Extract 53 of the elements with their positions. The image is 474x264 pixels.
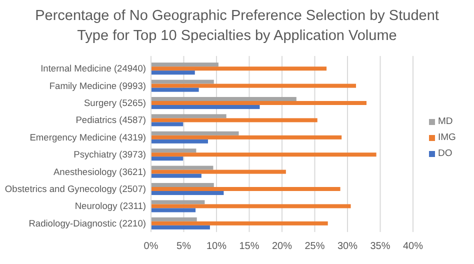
bar (151, 84, 356, 88)
bar (151, 62, 218, 67)
x-tick-label: 25% (304, 241, 325, 252)
bar (151, 80, 214, 84)
y-tick-label: Pediatrics (4587) (76, 115, 146, 126)
bar (151, 170, 286, 174)
y-tick-label: Obstetrics and Gynecology (2507) (4, 184, 146, 194)
bar (151, 148, 196, 153)
chart-title: Percentage of No Geographic Preference Selection by Student Type for Top 10 Specialties by Application Volume (35, 8, 439, 44)
bar (151, 166, 214, 170)
legend-label: IMG (438, 132, 456, 143)
bar (151, 174, 202, 178)
y-tick-label: Surgery (5265) (84, 98, 146, 108)
bar (151, 114, 226, 118)
y-tick-label: Anesthesiology (3621) (53, 166, 146, 177)
x-tick-label: 20% (272, 241, 292, 252)
legend-label: MD (438, 116, 453, 127)
bar (151, 182, 214, 187)
y-tick-label: Emergency Medicine (4319) (30, 132, 146, 142)
bar (151, 122, 184, 126)
bar (151, 217, 197, 222)
x-tick-label: 30% (337, 241, 358, 252)
bar (151, 100, 366, 106)
bar (151, 105, 260, 110)
bar (151, 221, 328, 226)
x-tick-label: 15% (239, 241, 260, 252)
bar (151, 96, 296, 101)
y-tick-label: Radiology-Diagnostic (2210) (28, 218, 146, 228)
bar (151, 88, 199, 92)
x-tick-label: 0% (144, 241, 158, 252)
bar (151, 139, 208, 144)
bar (151, 135, 342, 140)
bar (151, 156, 184, 161)
x-tick-label: 35% (370, 241, 390, 252)
y-tick-label: Psychiatry (3973) (74, 150, 146, 160)
bar (151, 66, 327, 71)
legend-label: DO (438, 148, 452, 159)
y-tick-label: Internal Medicine (24940) (40, 64, 146, 74)
x-tick-label: 40% (402, 241, 424, 252)
y-tick-label: Family Medicine (9993) (49, 80, 146, 91)
bar (151, 191, 224, 196)
x-tick-label: 10% (206, 241, 227, 252)
bar (151, 186, 340, 192)
bar (151, 204, 351, 208)
bar (151, 225, 210, 230)
bar (151, 208, 196, 212)
y-tick-label: Neurology (2311) (74, 201, 146, 212)
bar (151, 131, 239, 136)
x-tick-label: 5% (176, 241, 192, 252)
bar (151, 118, 318, 122)
bar (151, 152, 376, 157)
bar (151, 200, 205, 204)
bar (151, 70, 195, 75)
